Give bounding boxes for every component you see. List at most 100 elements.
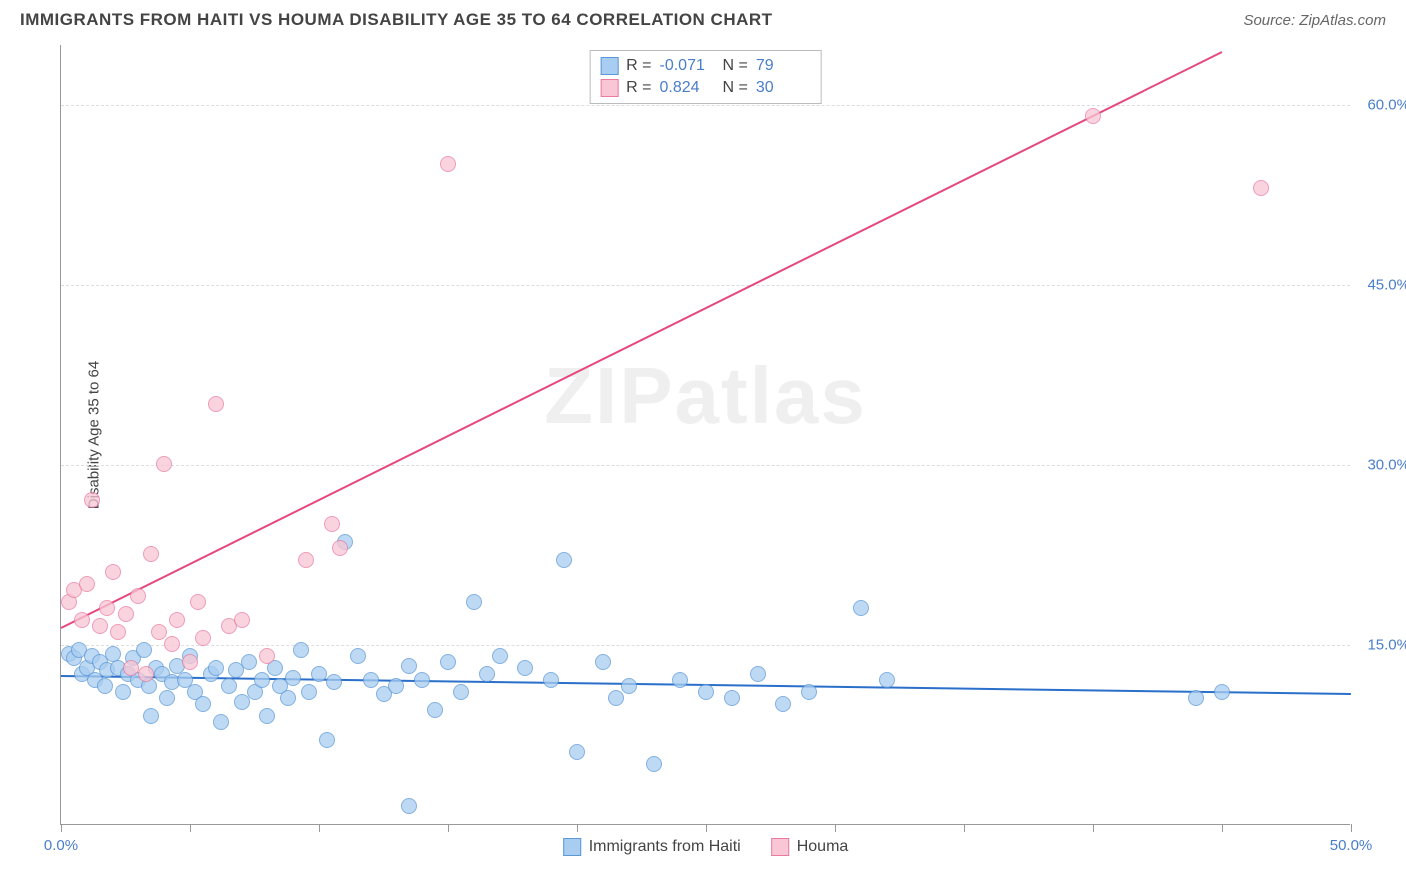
x-tick-label: 50.0% xyxy=(1330,837,1373,854)
r-value: -0.071 xyxy=(660,57,715,75)
data-point xyxy=(569,744,585,760)
data-point xyxy=(363,672,379,688)
x-tick xyxy=(190,824,191,832)
data-point xyxy=(115,684,131,700)
data-point xyxy=(234,612,250,628)
data-point xyxy=(1214,684,1230,700)
legend-swatch xyxy=(771,838,789,856)
data-point xyxy=(130,588,146,604)
chart-container: Disability Age 35 to 64 ZIPatlas 15.0%30… xyxy=(60,45,1350,825)
data-point xyxy=(298,552,314,568)
data-point xyxy=(79,576,95,592)
plot-area: ZIPatlas 15.0%30.0%45.0%60.0%0.0%50.0%R … xyxy=(60,45,1350,825)
data-point xyxy=(1253,180,1269,196)
data-point xyxy=(621,678,637,694)
n-label: N = xyxy=(723,79,748,97)
data-point xyxy=(241,654,257,670)
n-label: N = xyxy=(723,57,748,75)
data-point xyxy=(195,696,211,712)
y-tick-label: 60.0% xyxy=(1367,97,1406,114)
data-point xyxy=(99,600,115,616)
data-point xyxy=(319,732,335,748)
data-point xyxy=(326,674,342,690)
data-point xyxy=(118,606,134,622)
data-point xyxy=(285,670,301,686)
data-point xyxy=(672,672,688,688)
legend-item: Immigrants from Haiti xyxy=(563,838,741,856)
data-point xyxy=(388,678,404,694)
legend-swatch xyxy=(563,838,581,856)
data-point xyxy=(169,612,185,628)
data-point xyxy=(74,612,90,628)
r-label: R = xyxy=(626,57,651,75)
x-tick xyxy=(1351,824,1352,832)
data-point xyxy=(208,396,224,412)
data-point xyxy=(105,564,121,580)
data-point xyxy=(1188,690,1204,706)
data-point xyxy=(853,600,869,616)
data-point xyxy=(110,624,126,640)
data-point xyxy=(92,618,108,634)
data-point xyxy=(608,690,624,706)
x-tick xyxy=(835,824,836,832)
x-tick xyxy=(61,824,62,832)
legend-label: Houma xyxy=(797,838,849,856)
x-tick xyxy=(319,824,320,832)
legend-label: Immigrants from Haiti xyxy=(589,838,741,856)
data-point xyxy=(143,546,159,562)
data-point xyxy=(195,630,211,646)
data-point xyxy=(801,684,817,700)
r-value: 0.824 xyxy=(660,79,715,97)
source-attribution: Source: ZipAtlas.com xyxy=(1243,12,1386,29)
data-point xyxy=(259,708,275,724)
data-point xyxy=(775,696,791,712)
data-point xyxy=(698,684,714,700)
data-point xyxy=(401,798,417,814)
data-point xyxy=(440,156,456,172)
data-point xyxy=(182,654,198,670)
data-point xyxy=(301,684,317,700)
data-point xyxy=(293,642,309,658)
data-point xyxy=(311,666,327,682)
legend-swatch xyxy=(600,57,618,75)
x-tick-label: 0.0% xyxy=(44,837,78,854)
data-point xyxy=(492,648,508,664)
trend-line xyxy=(61,51,1223,629)
x-tick xyxy=(448,824,449,832)
data-point xyxy=(156,456,172,472)
x-tick xyxy=(1093,824,1094,832)
data-point xyxy=(97,678,113,694)
data-point xyxy=(401,658,417,674)
data-point xyxy=(595,654,611,670)
data-point xyxy=(254,672,270,688)
data-point xyxy=(123,660,139,676)
n-value: 30 xyxy=(756,79,811,97)
data-point xyxy=(879,672,895,688)
data-point xyxy=(427,702,443,718)
data-point xyxy=(517,660,533,676)
data-point xyxy=(190,594,206,610)
data-point xyxy=(466,594,482,610)
gridline xyxy=(61,465,1350,466)
data-point xyxy=(151,624,167,640)
x-tick xyxy=(964,824,965,832)
data-point xyxy=(479,666,495,682)
data-point xyxy=(646,756,662,772)
data-point xyxy=(324,516,340,532)
y-tick-label: 30.0% xyxy=(1367,457,1406,474)
x-tick xyxy=(706,824,707,832)
gridline xyxy=(61,285,1350,286)
data-point xyxy=(556,552,572,568)
data-point xyxy=(543,672,559,688)
y-tick-label: 15.0% xyxy=(1367,637,1406,654)
data-point xyxy=(414,672,430,688)
r-label: R = xyxy=(626,79,651,97)
data-point xyxy=(332,540,348,556)
x-tick xyxy=(577,824,578,832)
legend-item: Houma xyxy=(771,838,849,856)
gridline xyxy=(61,105,1350,106)
series-legend: Immigrants from Haiti Houma xyxy=(563,838,849,856)
data-point xyxy=(724,690,740,706)
data-point xyxy=(280,690,296,706)
data-point xyxy=(350,648,366,664)
